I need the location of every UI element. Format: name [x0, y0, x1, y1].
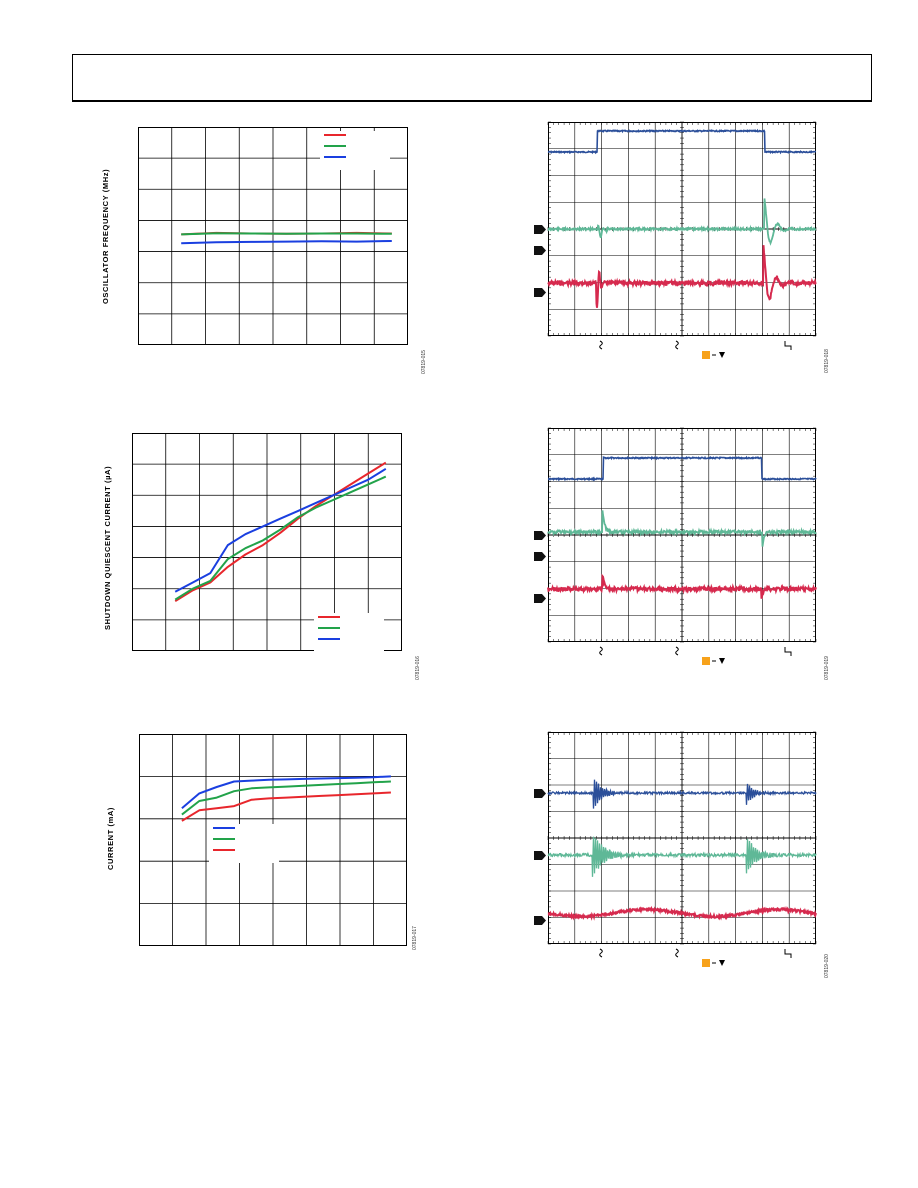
- channel-3-trace: [547, 245, 817, 308]
- legend-box: [314, 613, 384, 652]
- legend-box: [320, 131, 390, 170]
- trigger-edge-mark: [784, 646, 794, 656]
- channel-marker-2: [534, 246, 546, 255]
- trigger-position-indicator: [702, 351, 725, 359]
- channel-coupling-mark-2: [673, 646, 683, 656]
- current-plot: [139, 734, 407, 946]
- shutdown-current-ylabel: SHUTDOWN QUIESCENT CURRENT (µA): [103, 465, 112, 630]
- channel-2-trace: [547, 836, 817, 877]
- channel-coupling-mark-2: [673, 948, 683, 958]
- channel-marker-shape: [534, 246, 546, 255]
- shutdown-quiescent-current-chart: [132, 433, 402, 652]
- channel-coupling-mark-1: [597, 646, 607, 656]
- scope-capture-3: [547, 731, 817, 945]
- page-header: [72, 54, 872, 102]
- channel-marker-3: [534, 916, 546, 925]
- channel-marker-1: [534, 531, 546, 540]
- figure-id-015: 07819-015: [421, 350, 427, 374]
- series-line-1: [181, 775, 391, 809]
- trigger-edge-glyph: [784, 341, 792, 350]
- trigger-edge-glyph: [784, 647, 792, 656]
- channel-2-trace: [547, 198, 817, 246]
- figure-id-016: 07819-016: [415, 656, 421, 680]
- channel-2-trace: [547, 510, 817, 547]
- figure-id-018: 07819-018: [824, 349, 830, 373]
- channel-marker-shape: [534, 594, 546, 603]
- channel-marker-shape: [534, 789, 546, 798]
- coupling-glyph: [675, 646, 679, 656]
- trigger-position-swatch: [702, 351, 710, 359]
- trigger-position-triangle: [719, 352, 725, 358]
- coupling-glyph: [675, 340, 679, 350]
- channel-marker-1: [534, 789, 546, 798]
- channel-1-trace: [547, 455, 817, 482]
- trigger-position-swatch: [702, 959, 710, 967]
- channel-3-trace: [547, 573, 817, 599]
- figure-id-017: 07819-017: [412, 926, 418, 950]
- scope-capture-3-grid: [547, 731, 817, 945]
- oscillator-frequency-chart: [138, 127, 408, 345]
- trigger-position-triangle: [719, 960, 725, 966]
- trigger-position-swatch: [702, 657, 710, 665]
- channel-marker-shape: [534, 531, 546, 540]
- series-line-2: [181, 232, 392, 236]
- shutdown-quiescent-current-plot: [132, 433, 402, 652]
- channel-marker-3: [534, 288, 546, 297]
- trigger-position-indicator: [702, 657, 725, 665]
- channel-marker-shape: [534, 552, 546, 561]
- series-line-3: [174, 467, 387, 593]
- trigger-position-indicator: [702, 959, 725, 967]
- channel-marker-shape: [534, 288, 546, 297]
- coupling-glyph: [599, 646, 603, 656]
- channel-coupling-mark-1: [597, 948, 607, 958]
- channel-3-trace: [547, 905, 817, 921]
- channel-marker-1: [534, 225, 546, 234]
- coupling-glyph: [675, 948, 679, 958]
- series-line-1: [174, 461, 387, 603]
- figure-id-019: 07819-019: [824, 656, 830, 680]
- coupling-glyph: [599, 340, 603, 350]
- figure-id-020: 07819-020: [824, 954, 830, 978]
- channel-marker-2: [534, 552, 546, 561]
- channel-marker-2: [534, 851, 546, 860]
- current-chart: [139, 734, 407, 946]
- channel-coupling-mark-1: [597, 340, 607, 350]
- channel-marker-shape: [534, 851, 546, 860]
- series-line-2: [174, 475, 387, 601]
- series-line-3: [181, 240, 392, 245]
- channel-marker-shape: [534, 916, 546, 925]
- legend-box: [209, 824, 279, 863]
- channel-coupling-mark-2: [673, 340, 683, 350]
- oscillator-frequency-ylabel: OSCILLATOR FREQUENCY (MHz): [101, 168, 110, 304]
- oscillator-frequency-plot: [138, 127, 408, 345]
- scope-capture-1-grid: [547, 121, 817, 337]
- scope-capture-1: [547, 121, 817, 337]
- trigger-edge-mark: [784, 340, 794, 350]
- coupling-glyph: [599, 948, 603, 958]
- trigger-position-triangle: [719, 658, 725, 664]
- channel-1-trace: [547, 128, 816, 155]
- scope-capture-2: [547, 427, 817, 643]
- trigger-edge-mark: [784, 948, 794, 958]
- trigger-edge-glyph: [784, 949, 792, 958]
- series-line-3: [181, 791, 391, 822]
- scope-capture-2-grid: [547, 427, 817, 643]
- channel-1-trace: [547, 779, 817, 809]
- channel-marker-shape: [534, 225, 546, 234]
- series-line-2: [181, 780, 391, 816]
- current-ylabel: CURRENT (mA): [106, 806, 115, 870]
- channel-marker-3: [534, 594, 546, 603]
